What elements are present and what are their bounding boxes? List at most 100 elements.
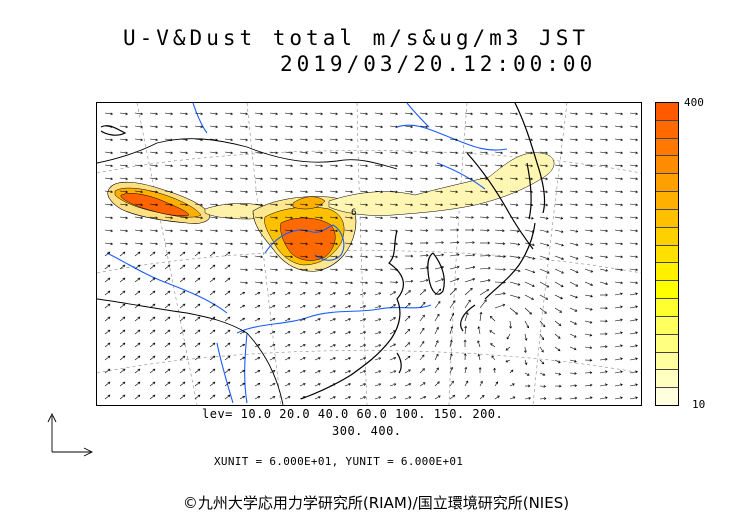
wind-arrow — [479, 289, 490, 296]
wind-arrow — [404, 279, 414, 283]
wind-arrow — [494, 255, 506, 258]
color-legend-step — [656, 352, 678, 371]
wind-arrow — [164, 242, 174, 246]
wind-arrow — [420, 241, 429, 245]
wind-arrow — [434, 177, 444, 181]
wind-arrow — [509, 396, 516, 400]
lat-lon-gridlines — [97, 103, 641, 405]
wind-arrow — [164, 329, 171, 335]
color-legend-max-label: 400 — [684, 96, 704, 109]
wind-arrow — [449, 190, 459, 194]
wind-arrow — [344, 255, 354, 259]
wind-arrow — [614, 292, 623, 296]
wind-arrow — [434, 164, 444, 168]
wind-arrow — [374, 396, 382, 400]
wind-arrow — [239, 369, 246, 374]
wind-arrow — [299, 370, 306, 374]
wind-arrow — [269, 164, 279, 168]
wind-arrow — [389, 357, 397, 361]
wind-arrow — [344, 383, 352, 387]
wind-arrow — [554, 397, 562, 400]
wind-arrow — [614, 305, 623, 309]
wind-arrow — [254, 330, 261, 335]
wind-arrow — [569, 294, 578, 299]
wind-arrow — [359, 112, 369, 116]
wind-arrow — [119, 203, 129, 207]
wind-arrow — [509, 203, 519, 207]
wind-arrow — [164, 112, 174, 116]
wind-arrow — [344, 344, 352, 348]
wind-arrow — [269, 229, 279, 233]
wind-arrow — [524, 268, 536, 274]
wind-arrow — [239, 229, 249, 233]
wind-arrow — [194, 342, 201, 348]
vector-unit-key-icon — [47, 412, 94, 457]
wind-arrow — [629, 255, 639, 259]
wind-arrow — [179, 316, 186, 322]
wind-arrow — [509, 268, 521, 273]
wind-arrow — [419, 151, 429, 155]
wind-arrow — [344, 112, 354, 116]
wind-arrow — [284, 292, 291, 296]
wind-arrow — [224, 342, 231, 348]
wind-arrow — [539, 216, 549, 220]
wind-arrow — [374, 344, 382, 348]
wind-arrow — [374, 138, 384, 142]
wind-arrow — [509, 125, 519, 129]
wind-arrow — [104, 138, 114, 142]
wind-arrow — [299, 112, 309, 116]
wind-arrow — [464, 164, 474, 168]
wind-arrow — [254, 138, 264, 142]
river-yangtze — [236, 304, 432, 334]
wind-arrow — [209, 342, 216, 348]
wind-arrow — [344, 138, 354, 142]
wind-arrow — [569, 229, 579, 233]
wind-arrow — [194, 381, 201, 387]
wind-arrow — [314, 229, 324, 233]
wind-arrow — [434, 265, 445, 270]
wind-arrow — [269, 112, 279, 116]
wind-arrow — [479, 254, 491, 258]
wind-arrow — [269, 203, 279, 207]
wind-arrow — [179, 342, 186, 348]
wind-arrow — [434, 301, 441, 309]
wind-arrow — [509, 112, 519, 116]
wind-arrow — [194, 277, 201, 283]
dust-plume-northeast — [328, 152, 555, 216]
wind-arrow — [194, 216, 204, 220]
wind-arrow — [194, 394, 201, 400]
wind-arrow — [284, 396, 291, 400]
wind-arrow — [584, 216, 594, 220]
wind-arrow — [525, 384, 531, 388]
wind-arrow — [269, 138, 279, 142]
wind-arrow — [404, 112, 414, 116]
wind-arrow — [284, 305, 291, 309]
wind-arrow — [539, 359, 545, 365]
wind-arrow — [629, 203, 639, 207]
wind-arrow — [539, 346, 544, 353]
wind-arrow — [491, 355, 496, 361]
wind-arrow — [209, 277, 216, 283]
wind-arrow — [119, 342, 126, 348]
wind-arrow — [404, 216, 414, 220]
wind-arrow — [269, 357, 276, 361]
wind-arrow — [479, 125, 489, 129]
wind-arrow — [449, 164, 459, 168]
wind-arrow — [164, 355, 171, 361]
wind-arrow — [284, 370, 291, 374]
wind-arrow — [224, 138, 234, 142]
wind-arrow — [284, 177, 294, 181]
wind-arrow — [119, 242, 129, 246]
wind-arrow — [524, 281, 535, 287]
wind-arrow — [359, 138, 369, 142]
wind-arrow — [464, 125, 474, 129]
wind-arrow — [494, 280, 506, 284]
wind-arrow — [209, 216, 219, 220]
wind-arrow — [389, 164, 399, 168]
wind-arrow — [344, 177, 354, 181]
wind-vector-field — [104, 112, 639, 400]
wind-arrow — [239, 190, 249, 194]
wind-arrow — [314, 370, 321, 374]
wind-arrow — [509, 255, 521, 259]
wind-arrow — [599, 255, 609, 259]
